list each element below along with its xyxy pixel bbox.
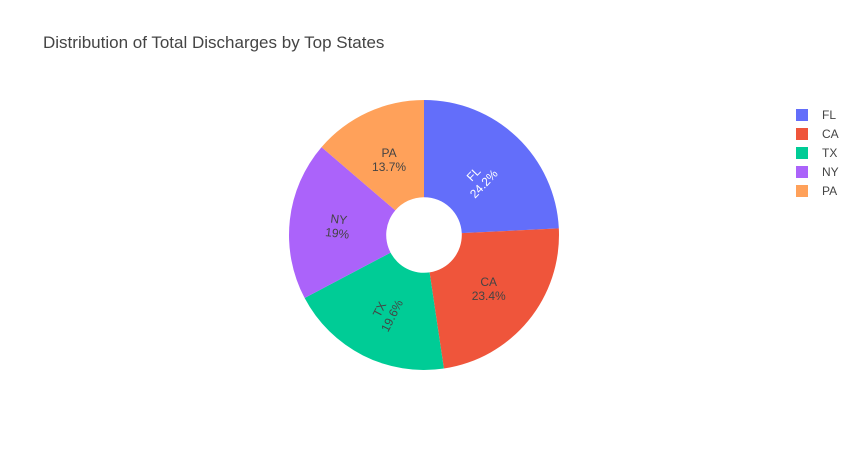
slice-ca[interactable] [429,228,559,369]
legend: FL CA TX NY PA [796,105,839,200]
legend-swatch [796,146,808,159]
legend-swatch [796,165,808,178]
legend-label: PA [822,183,838,198]
slice-ny[interactable] [289,147,396,299]
legend-label: TX [822,145,838,160]
legend-label: FL [822,107,837,122]
legend-item-pa[interactable]: PA [796,181,839,200]
slice-tx[interactable] [304,252,444,371]
slice-pa[interactable] [321,100,424,211]
legend-item-ca[interactable]: CA [796,124,839,143]
slice-label-name: TX [370,299,389,319]
legend-label: NY [822,164,839,179]
slice-fl[interactable] [424,100,559,234]
legend-swatch [796,127,808,140]
legend-item-ny[interactable]: NY [796,162,839,181]
legend-swatch [796,108,808,121]
legend-item-tx[interactable]: TX [796,143,839,162]
slice-label-name: PA [381,146,396,160]
legend-label: CA [822,126,839,141]
slice-label-percent: 19% [325,225,351,242]
legend-item-fl[interactable]: FL [796,105,839,124]
slice-label-name: NY [330,212,348,228]
slice-label-percent: 13.7% [372,160,406,174]
legend-swatch [796,184,808,197]
chart-title: Distribution of Total Discharges by Top … [43,33,385,52]
slice-label-percent: 23.4% [472,289,506,303]
slice-label-name: CA [480,275,497,289]
